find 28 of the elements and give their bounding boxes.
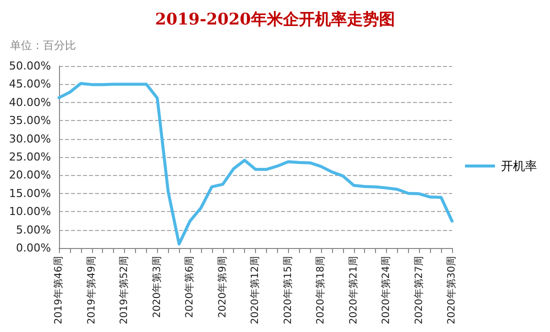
x-tick-label: 2020年第12周 bbox=[249, 256, 261, 324]
chart-title: 2019-2020年米企开机率走势图 bbox=[155, 10, 395, 28]
line-series bbox=[58, 82, 454, 246]
y-tick-label: 0.00% bbox=[16, 242, 51, 254]
x-tick-label: 2020年第24周 bbox=[380, 256, 392, 324]
x-tick-label: 2020年第6周 bbox=[184, 256, 196, 318]
y-tick-label: 40.00% bbox=[9, 96, 51, 109]
x-tick-label: 2019年第46周 bbox=[52, 256, 64, 324]
y-tick-label: 25.00% bbox=[9, 150, 51, 164]
x-tick-label: 2020年第18周 bbox=[314, 256, 326, 324]
y-tick-label: 5.00% bbox=[16, 223, 51, 236]
x-tick-label: 2020年第9周 bbox=[216, 256, 228, 318]
y-tick-label: 45.00% bbox=[9, 78, 51, 91]
x-tick-label: 2020年第15周 bbox=[282, 256, 294, 324]
y-tick-label: 20.00% bbox=[9, 168, 51, 182]
x-tick-label: 2020年第3周 bbox=[150, 256, 163, 318]
x-tick-label: 2020年第30周 bbox=[446, 256, 458, 324]
text: 单位：百分比 bbox=[10, 39, 76, 52]
y-tick-label: 50.00% bbox=[9, 60, 51, 72]
x-tick-label: 2019年第49周 bbox=[85, 256, 98, 324]
y-tick-label: 10.00% bbox=[9, 205, 51, 218]
x-tick-label: 2020年第21周 bbox=[347, 256, 360, 324]
y-tick-label: 15.00% bbox=[9, 186, 51, 200]
x-tick-label: 2019年第52周 bbox=[118, 256, 130, 324]
y-tick-label: 35.00% bbox=[9, 114, 51, 128]
y-tick-label: 30.00% bbox=[9, 132, 51, 146]
legend-label: 开机率 bbox=[501, 159, 537, 173]
x-tick-label: 2020年第27周 bbox=[412, 256, 425, 324]
